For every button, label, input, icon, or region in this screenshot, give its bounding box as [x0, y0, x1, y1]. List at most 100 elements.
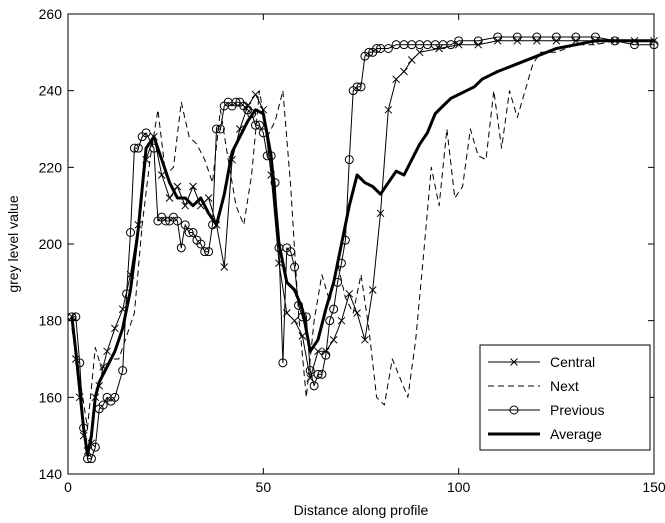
- y-tick-label: 240: [39, 83, 63, 99]
- data-point-central: [435, 44, 443, 53]
- data-point-central: [337, 316, 346, 325]
- data-point-previous: [317, 369, 327, 379]
- data-point-central: [204, 194, 213, 202]
- y-tick-label: 160: [39, 389, 63, 405]
- series-layer: [67, 32, 659, 464]
- data-point-previous: [344, 155, 354, 165]
- legend-entry-central: Central: [488, 354, 595, 370]
- data-point-previous: [196, 239, 206, 249]
- legend-marker: [509, 405, 519, 415]
- legend-entry-next: Next: [488, 378, 579, 394]
- data-point-previous: [231, 97, 241, 107]
- data-point-previous: [286, 247, 296, 257]
- x-axis-label: Distance along profile: [294, 502, 429, 518]
- data-point-central: [329, 335, 338, 344]
- series-line-average: [70, 39, 654, 457]
- data-point-central: [103, 347, 111, 356]
- data-point-previous: [364, 47, 374, 57]
- data-point-previous: [86, 454, 96, 464]
- data-point-previous: [180, 220, 190, 230]
- data-point-previous: [90, 442, 100, 452]
- series-line-central: [71, 40, 654, 452]
- data-point-previous: [352, 82, 362, 92]
- data-point-previous: [215, 124, 225, 134]
- y-tick-label: 220: [39, 159, 63, 175]
- data-point-previous: [278, 358, 288, 368]
- data-point-central: [361, 335, 369, 344]
- data-point-previous: [473, 36, 483, 46]
- x-tick-label: 50: [256, 479, 272, 495]
- data-point-previous: [305, 366, 315, 375]
- data-point-previous: [532, 32, 542, 42]
- data-point-previous: [571, 32, 581, 42]
- data-point-central: [220, 263, 229, 271]
- data-point-central: [392, 75, 401, 84]
- data-point-previous: [383, 44, 393, 53]
- data-point-previous: [188, 228, 198, 237]
- data-point-central: [181, 201, 190, 210]
- data-point-central: [251, 90, 260, 99]
- data-point-previous: [356, 82, 366, 92]
- y-tick-label: 260: [39, 6, 63, 22]
- data-point-previous: [512, 32, 522, 42]
- data-point-previous: [290, 262, 300, 272]
- series-average: [70, 39, 654, 457]
- data-point-previous: [372, 44, 382, 53]
- data-point-previous: [176, 243, 186, 253]
- data-point-previous: [251, 120, 261, 130]
- data-point-previous: [325, 316, 335, 326]
- data-point-previous: [329, 304, 339, 314]
- data-point-previous: [204, 247, 214, 257]
- data-point-central: [290, 316, 299, 325]
- data-point-previous: [98, 400, 108, 410]
- data-point-central: [407, 56, 416, 64]
- legend-label: Central: [550, 354, 595, 370]
- legend-label: Average: [550, 426, 602, 442]
- data-point-previous: [200, 247, 210, 257]
- data-point-central: [173, 182, 182, 191]
- data-point-previous: [172, 216, 182, 226]
- data-point-central: [400, 67, 408, 76]
- data-point-previous: [161, 216, 171, 226]
- series-previous: [67, 32, 659, 464]
- ticks-layer: 0 50 100 150 140 160 180 200 220 240 260: [39, 6, 665, 495]
- data-point-previous: [321, 350, 331, 360]
- data-point-previous: [126, 228, 136, 237]
- data-point-central: [368, 286, 377, 294]
- series-line-previous: [71, 36, 654, 460]
- data-point-previous: [133, 143, 143, 153]
- data-point-previous: [446, 40, 456, 50]
- y-axis-label: grey level value: [5, 195, 21, 292]
- data-point-previous: [254, 120, 264, 130]
- data-point-previous: [129, 143, 139, 153]
- data-point-central: [157, 171, 166, 179]
- legend-items: Central Next Previous Average: [488, 354, 604, 442]
- data-point-central: [111, 324, 119, 333]
- data-point-previous: [184, 228, 194, 237]
- y-tick-label: 140: [39, 466, 63, 482]
- data-point-previous: [551, 32, 561, 42]
- data-point-central: [345, 289, 354, 298]
- data-point-previous: [493, 32, 503, 42]
- legend-entry-average: Average: [488, 426, 602, 442]
- data-point-central: [384, 105, 393, 114]
- data-point-previous: [141, 128, 151, 138]
- data-point-central: [415, 48, 424, 57]
- legend: Central Next Previous Average: [479, 344, 651, 451]
- data-point-central: [353, 309, 361, 317]
- y-tick-label: 200: [39, 236, 63, 252]
- legend-entry-previous: Previous: [488, 402, 604, 418]
- data-point-previous: [118, 366, 128, 375]
- y-tick-label: 180: [39, 313, 63, 329]
- data-point-previous: [309, 381, 319, 391]
- x-tick-label: 0: [64, 479, 72, 495]
- x-tick-label: 100: [447, 479, 471, 495]
- legend-marker: [510, 358, 518, 366]
- data-point-central: [376, 209, 385, 218]
- data-point-previous: [110, 392, 120, 402]
- series-line-next: [71, 40, 654, 429]
- data-point-central: [189, 182, 197, 191]
- data-point-previous: [313, 369, 323, 379]
- data-point-previous: [211, 124, 221, 134]
